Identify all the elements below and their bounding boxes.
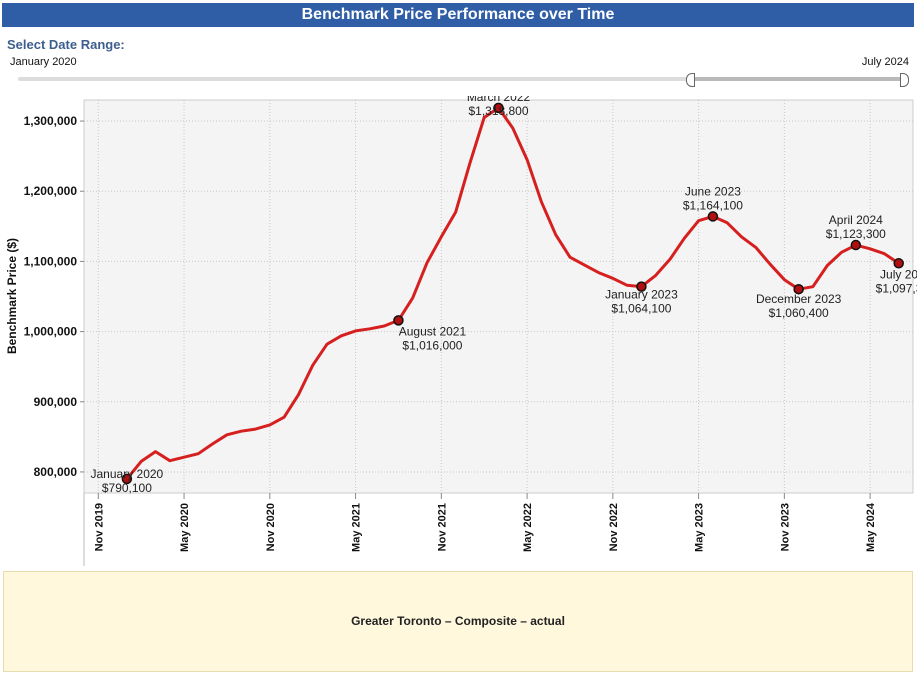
annotation-marker <box>793 283 804 295</box>
y-axis: 800,000 900,000 1,000,000 1,100,000 1,200,00… <box>24 114 84 479</box>
y-tick-label: 1,200,000 <box>24 184 78 198</box>
date-range-slider[interactable] <box>18 77 906 81</box>
slider-end-handle[interactable] <box>900 73 909 87</box>
series-line <box>125 106 900 480</box>
x-axis: Nov 2019 May 2020 Nov 2020 May 2021 Nov 2021… <box>83 493 877 566</box>
x-tick-label: May 2022 <box>522 503 534 552</box>
annotation-price: $1,164,100 <box>683 198 743 212</box>
x-tick-label: Nov 2020 <box>265 503 277 551</box>
y-tick-label: 900,000 <box>34 395 78 409</box>
series-legend-label: Greater Toronto – Composite – actual <box>351 614 565 628</box>
grid-lines <box>84 100 913 493</box>
annotation-marker <box>893 258 904 269</box>
line-chart: 800,000 900,000 1,000,000 1,100,000 1,200,00… <box>5 90 917 566</box>
annotation-price: $1,097,300 <box>876 281 917 295</box>
annotation-month: April 2024 <box>829 213 883 227</box>
date-range-selection <box>690 77 905 81</box>
annotation-month: December 2023 <box>756 292 842 306</box>
x-tick-label: May 2021 <box>351 503 363 552</box>
annotation-marker <box>393 315 404 326</box>
chart-title: Benchmark Price Performance over Time <box>2 3 914 27</box>
series-legend-box: Greater Toronto – Composite – actual <box>3 571 913 672</box>
annotation-month: June 2023 <box>685 184 741 198</box>
annotation-marker <box>493 102 504 114</box>
x-tick-label: May 2020 <box>179 503 191 552</box>
annotation-month: August 2021 <box>399 324 467 338</box>
annotation-marker <box>636 281 647 292</box>
annotation-month: January 2020 <box>91 467 164 481</box>
annotation-marker <box>121 473 133 485</box>
annotation-price: $790,100 <box>102 481 152 495</box>
date-range-start: January 2020 <box>10 56 77 68</box>
y-tick-label: 1,300,000 <box>24 114 78 128</box>
annotation-month: July 2024 <box>880 267 917 281</box>
annotation-marker <box>707 211 719 222</box>
annotation-price: $1,123,300 <box>826 227 886 241</box>
plot-area <box>83 99 914 494</box>
x-tick-label: May 2024 <box>865 502 877 552</box>
annotation-month: March 2022 <box>467 96 531 104</box>
x-tick-label: Nov 2019 <box>93 503 105 551</box>
y-axis-label: Benchmark Price ($) <box>5 238 19 354</box>
y-tick-label: 1,000,000 <box>24 325 78 339</box>
date-range-label: Select Date Range: <box>7 37 125 52</box>
date-range-end: July 2024 <box>861 56 909 68</box>
annotation-marker <box>850 239 862 251</box>
annotation-price: $1,060,400 <box>769 306 829 320</box>
annotation-price: $1,064,100 <box>611 302 671 316</box>
series-polyline <box>125 106 900 480</box>
chart-area: 800,000 900,000 1,000,000 1,100,000 1,200,00… <box>0 90 917 566</box>
x-tick-label: Nov 2022 <box>608 503 620 551</box>
annotation-month: January 2023 <box>605 288 678 302</box>
annotation-markers: January 2020$790,100 August 2021$1,016,00… <box>91 90 917 495</box>
x-tick-label: May 2023 <box>694 503 706 552</box>
annotation-price: $1,016,000 <box>402 338 462 352</box>
slider-start-handle[interactable] <box>686 73 695 87</box>
annotation-price: $1,318,800 <box>468 104 528 118</box>
y-tick-label: 800,000 <box>34 465 78 479</box>
x-tick-label: Nov 2021 <box>436 503 448 551</box>
y-tick-label: 1,100,000 <box>24 254 78 268</box>
x-tick-label: Nov 2023 <box>779 503 791 551</box>
